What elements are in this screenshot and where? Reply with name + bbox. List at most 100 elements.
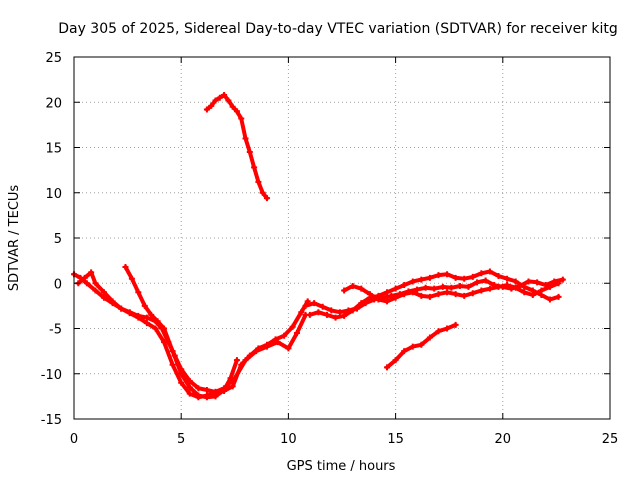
series-line-track-c (123, 265, 239, 400)
data-point (246, 149, 253, 156)
data-point (392, 357, 399, 364)
data-point (384, 298, 391, 305)
data-point (456, 282, 463, 289)
data-point (83, 280, 90, 287)
data-point (521, 283, 528, 290)
data-point (221, 92, 228, 99)
data-point (212, 393, 219, 400)
data-point (229, 383, 236, 390)
data-point (461, 275, 468, 282)
data-point (251, 164, 258, 171)
data-point (323, 311, 330, 318)
y-axis-title: SDTVAR / TECUs (7, 185, 22, 292)
data-point (274, 339, 281, 346)
data-point (469, 273, 476, 280)
y-tick-label: 15 (45, 142, 62, 157)
data-point (358, 285, 365, 292)
data-point (195, 392, 202, 399)
data-point (227, 375, 234, 382)
data-point (482, 277, 489, 284)
data-point (439, 283, 446, 290)
data-point (504, 282, 511, 289)
data-point (486, 285, 493, 292)
data-point (486, 268, 493, 275)
data-point (126, 310, 133, 317)
data-point (306, 311, 313, 318)
data-point (392, 285, 399, 292)
data-point (444, 289, 451, 296)
data-point (546, 296, 553, 303)
data-point (469, 290, 476, 297)
axis-ticks (73, 56, 611, 420)
data-point (122, 263, 129, 270)
data-point (141, 302, 148, 309)
data-point (401, 348, 408, 355)
data-point (444, 325, 451, 332)
data-point (435, 272, 442, 279)
data-point (289, 323, 296, 330)
data-point (521, 289, 528, 296)
data-point (311, 300, 318, 307)
data-point (242, 135, 249, 142)
data-point (435, 328, 442, 335)
data-point (101, 289, 108, 296)
data-point (212, 97, 219, 104)
data-point (154, 318, 161, 325)
y-tick-labels: -15 -10 -5 0 5 10 15 20 25 (41, 51, 62, 428)
data-point (255, 178, 262, 185)
data-point (242, 357, 249, 364)
data-point (233, 357, 240, 364)
y-tick-label: -5 (49, 323, 62, 338)
data-point (143, 314, 150, 321)
data-point (349, 282, 356, 289)
data-point (392, 294, 399, 301)
data-point (186, 390, 193, 397)
data-point (216, 94, 223, 101)
data-point (534, 279, 541, 286)
data-point (298, 309, 305, 316)
x-tick-label: 15 (387, 432, 404, 447)
data-point (461, 292, 468, 299)
data-point (384, 289, 391, 296)
data-point (135, 289, 142, 296)
data-point (495, 273, 502, 280)
data-point (169, 361, 176, 368)
x-tick-labels: 0 5 10 15 20 25 (70, 432, 618, 447)
data-point (336, 309, 343, 316)
data-point (169, 348, 176, 355)
data-point (358, 300, 365, 307)
data-point (525, 278, 532, 285)
data-point (414, 286, 421, 293)
data-point (118, 305, 125, 312)
data-point (81, 274, 88, 281)
data-point (349, 307, 356, 314)
data-point (465, 283, 472, 290)
data-point (178, 370, 185, 377)
data-point (203, 106, 210, 113)
data-point (431, 285, 438, 292)
data-point (426, 334, 433, 341)
data-series (71, 92, 566, 401)
data-point (101, 294, 108, 301)
data-point (135, 314, 142, 321)
data-point (478, 270, 485, 277)
grid-lines (74, 57, 610, 419)
y-tick-label: 5 (54, 232, 62, 247)
data-point (559, 276, 566, 283)
data-point (285, 345, 292, 352)
data-point (546, 283, 553, 290)
data-point (161, 325, 168, 332)
data-point (328, 307, 335, 314)
data-point (426, 293, 433, 300)
y-tick-label: -15 (41, 413, 62, 428)
data-point (418, 292, 425, 299)
data-point (401, 291, 408, 298)
data-point (208, 102, 215, 109)
data-point (195, 385, 202, 392)
data-point (253, 348, 260, 355)
data-point (225, 97, 232, 104)
data-point (88, 269, 95, 276)
data-point (409, 278, 416, 285)
data-point (448, 284, 455, 291)
data-point (375, 296, 382, 303)
